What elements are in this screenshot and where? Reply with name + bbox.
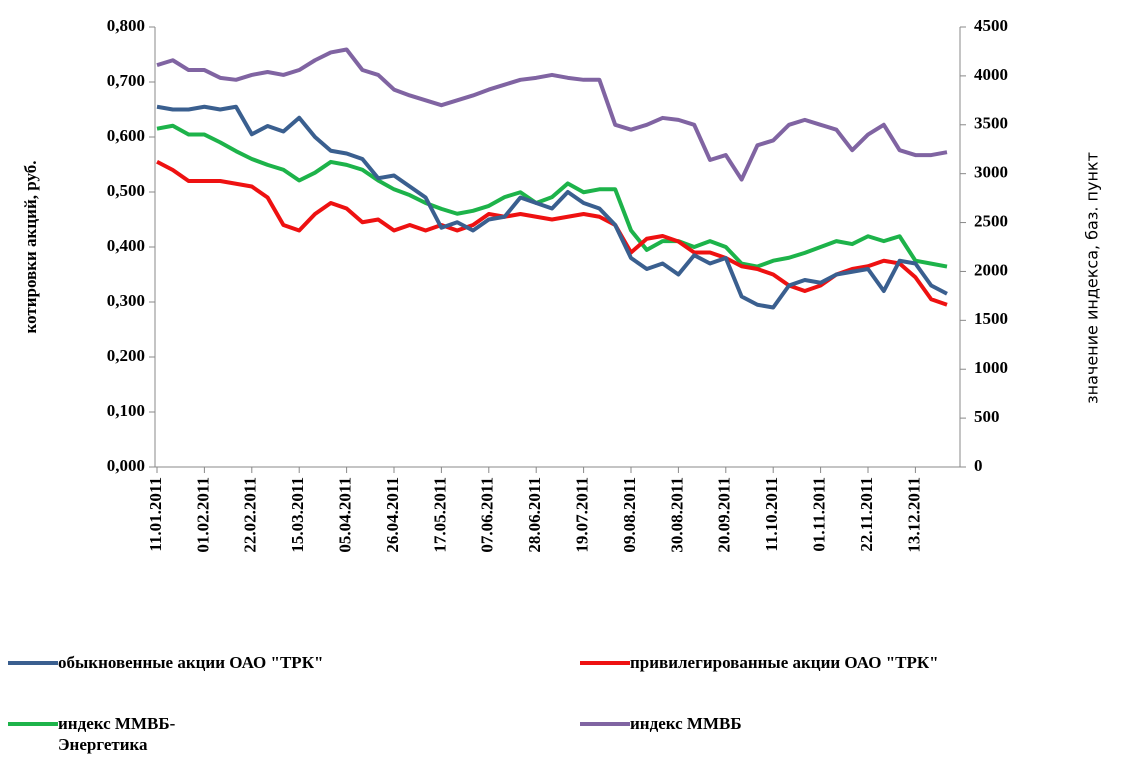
y-tick-label: 0,200 [107, 346, 145, 365]
x-tick-label: 28.06.2011 [525, 477, 544, 553]
legend-label: привилегированные акции ОАО "ТРК" [630, 653, 939, 672]
y-tick-label: 0,700 [107, 71, 145, 90]
y-tick-label: 0,400 [107, 236, 145, 255]
y2-tick-label: 1000 [974, 358, 1008, 377]
x-tick-label: 22.11.2011 [857, 477, 876, 552]
legend-swatch [8, 722, 58, 726]
y-tick-label: 0,500 [107, 181, 145, 200]
legend-label: индекс ММВБ-Энергетика [58, 714, 176, 754]
y2-tick-label: 4500 [974, 16, 1008, 35]
y-tick-label: 0,300 [107, 291, 145, 310]
legend-item: индекс ММВБ [580, 713, 800, 734]
legend-item: обыкновенные акции ОАО "ТРК" [8, 652, 323, 673]
legend-swatch [8, 661, 58, 665]
y-axis-label: котировки акций, руб. [21, 161, 40, 334]
y-tick-label: 0,000 [107, 456, 145, 475]
legend-swatch [580, 661, 630, 665]
y2-tick-label: 3500 [974, 114, 1008, 133]
x-tick-label: 26.04.2011 [383, 477, 402, 553]
y-tick-label: 0,600 [107, 126, 145, 145]
y2-tick-label: 2500 [974, 211, 1008, 230]
x-tick-label: 11.10.2011 [762, 477, 781, 552]
x-tick-label: 05.04.2011 [336, 477, 355, 553]
legend-label: индекс ММВБ [630, 714, 742, 733]
series-line [156, 47, 948, 182]
x-tick-label: 20.09.2011 [715, 477, 734, 553]
y2-tick-label: 500 [974, 407, 1000, 426]
x-tick-label: 09.08.2011 [620, 477, 639, 553]
series-line [156, 123, 948, 269]
x-tick-label: 11.01.2011 [146, 477, 165, 552]
x-tick-label: 22.02.2011 [241, 477, 260, 553]
x-tick-label: 07.06.2011 [478, 477, 497, 553]
y2-tick-label: 0 [974, 456, 983, 475]
legend-item: индекс ММВБ-Энергетика [8, 713, 228, 755]
y-tick-label: 0,800 [107, 16, 145, 35]
x-tick-label: 01.11.2011 [810, 477, 829, 552]
x-tick-label: 01.02.2011 [193, 477, 212, 553]
x-tick-label: 30.08.2011 [667, 477, 686, 553]
series-line [156, 159, 948, 307]
y2-axis-label: значение индекса, баз. пункт [1083, 152, 1102, 404]
legend-item: привилегированные акции ОАО "ТРК" [580, 652, 939, 673]
y-tick-label: 0,100 [107, 401, 145, 420]
series-line [156, 104, 948, 310]
y2-tick-label: 2000 [974, 260, 1008, 279]
legend-swatch [580, 722, 630, 726]
y2-tick-label: 3000 [974, 163, 1008, 182]
x-tick-label: 13.12.2011 [904, 477, 923, 553]
y2-tick-label: 4000 [974, 65, 1008, 84]
x-tick-label: 15.03.2011 [288, 477, 307, 553]
legend-label: обыкновенные акции ОАО "ТРК" [58, 653, 324, 672]
x-tick-label: 17.05.2011 [430, 477, 449, 553]
x-tick-label: 19.07.2011 [573, 477, 592, 553]
y2-tick-label: 1500 [974, 309, 1008, 328]
